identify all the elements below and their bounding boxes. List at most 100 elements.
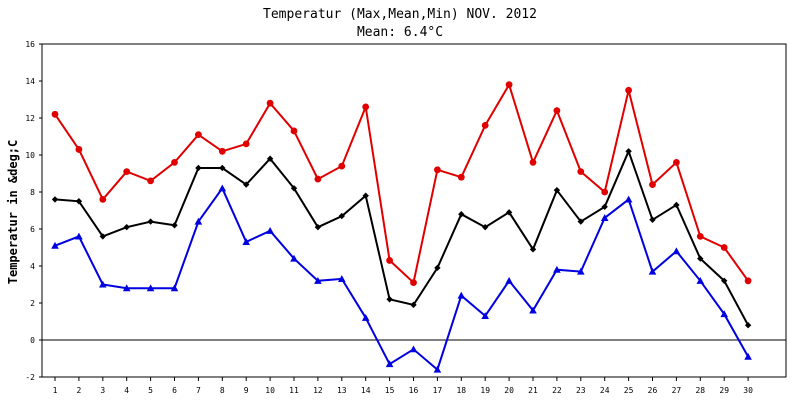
data-point-0 [242, 140, 250, 148]
data-point-1 [290, 185, 298, 192]
data-point-0 [434, 166, 441, 174]
x-tick-label: 24 [600, 386, 610, 395]
data-point-2 [672, 247, 681, 255]
data-point-0 [410, 279, 417, 287]
x-tick-label: 26 [648, 386, 658, 395]
x-tick-label: 12 [313, 386, 323, 395]
data-point-2 [577, 267, 585, 275]
data-point-0 [457, 173, 465, 181]
x-tick-label: 21 [528, 386, 538, 395]
data-point-2 [146, 284, 155, 292]
data-point-1 [75, 198, 83, 205]
data-point-2 [290, 254, 298, 262]
data-point-0 [362, 103, 370, 111]
x-tick-label: 6 [172, 386, 177, 395]
x-tick-label: 4 [124, 386, 129, 395]
data-point-1 [314, 223, 322, 231]
data-point-1 [577, 218, 584, 225]
data-point-2 [242, 238, 250, 245]
data-point-0 [171, 159, 178, 166]
data-point-0 [147, 177, 155, 185]
data-point-2 [648, 267, 657, 275]
data-point-2 [553, 265, 561, 273]
plot-area [51, 81, 752, 373]
data-point-2 [529, 306, 537, 314]
data-point-2 [457, 291, 466, 299]
x-tick-label: 11 [289, 386, 299, 395]
x-tick-label: 25 [624, 386, 634, 395]
data-point-1 [266, 155, 274, 162]
series-line-2 [54, 186, 749, 372]
x-tick-label: 30 [743, 386, 753, 395]
x-tick-label: 9 [244, 386, 249, 395]
y-tick-label: 12 [25, 114, 35, 123]
data-point-0 [481, 122, 489, 129]
chart-subtitle: Mean: 6.4°C [357, 25, 443, 40]
data-point-1 [601, 203, 608, 210]
x-tick-label: 27 [672, 386, 682, 395]
data-point-1 [123, 223, 130, 231]
data-point-1 [51, 196, 59, 203]
data-point-0 [123, 168, 131, 176]
data-point-0 [529, 159, 537, 166]
x-tick-label: 8 [220, 386, 225, 395]
chart-title: Temperatur (Max,Mean,Min) NOV. 2012 [263, 7, 537, 22]
data-point-0 [314, 175, 322, 183]
x-tick-label: 23 [576, 386, 586, 395]
y-tick-label: 6 [30, 225, 35, 234]
data-point-0 [649, 181, 656, 189]
data-point-1 [219, 164, 226, 172]
data-point-2 [696, 277, 705, 284]
data-point-0 [577, 168, 585, 176]
x-tick-label: 10 [265, 386, 275, 395]
y-tick-label: 0 [30, 336, 35, 345]
data-point-2 [505, 277, 513, 284]
x-tick-label: 29 [719, 386, 729, 395]
data-point-2 [99, 280, 107, 288]
data-point-2 [481, 312, 489, 319]
data-point-2 [361, 314, 370, 321]
y-tick-label: 2 [30, 299, 35, 308]
x-tick-label: 1 [53, 386, 58, 395]
y-tick-label: -2 [25, 373, 35, 382]
data-point-2 [409, 345, 418, 353]
data-point-0 [338, 162, 346, 170]
data-point-0 [75, 146, 83, 153]
data-point-0 [218, 147, 226, 155]
y-tick-label: 4 [30, 262, 35, 271]
data-point-1 [625, 148, 632, 155]
x-tick-label: 15 [385, 386, 395, 395]
series-line-0 [54, 82, 749, 285]
data-point-1 [697, 255, 704, 262]
plot-frame [41, 43, 787, 378]
data-point-2 [338, 275, 346, 282]
x-tick-label: 13 [337, 386, 347, 395]
y-tick-label: 14 [25, 77, 35, 86]
data-point-1 [243, 181, 250, 188]
x-tick-label: 2 [76, 386, 81, 395]
data-point-1 [458, 211, 465, 218]
data-point-0 [386, 257, 393, 264]
data-point-0 [696, 233, 704, 240]
data-point-1 [505, 209, 513, 216]
data-point-1 [553, 186, 561, 194]
x-tick-label: 5 [148, 386, 153, 395]
data-point-0 [601, 188, 609, 196]
x-tick-label: 14 [361, 386, 371, 395]
data-point-1 [99, 233, 106, 240]
x-tick-label: 18 [456, 386, 466, 395]
data-point-2 [314, 277, 322, 284]
x-tick-label: 19 [480, 386, 490, 395]
data-point-0 [505, 81, 513, 89]
data-point-0 [51, 110, 59, 118]
data-point-0 [673, 159, 680, 166]
data-point-1 [147, 218, 154, 225]
data-point-1 [338, 212, 345, 220]
data-point-1 [410, 301, 417, 309]
y-axis-label: Temperatur in &deg;C [6, 140, 20, 285]
data-point-2 [385, 360, 394, 368]
data-point-2 [218, 184, 227, 192]
y-tick-label: 8 [30, 188, 35, 197]
